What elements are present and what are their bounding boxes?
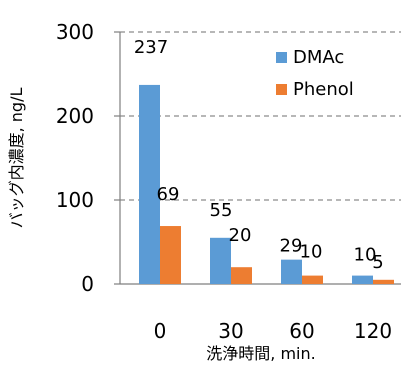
y-tick-label: 0 <box>81 272 94 296</box>
x-tick-label: 120 <box>354 319 392 343</box>
data-label-phenol-0: 69 <box>157 184 180 205</box>
y-tick-label: 300 <box>56 20 94 44</box>
bar-phenol-0 <box>160 226 181 284</box>
x-tick-label: 0 <box>154 319 167 343</box>
legend-swatch-phenol <box>276 84 287 95</box>
tick-labels: 0 100 200 300 0 30 60 120 <box>56 20 392 343</box>
data-label-dmac-120: 10 <box>354 245 377 266</box>
data-label-dmac-0: 237 <box>134 37 168 58</box>
data-label-phenol-60: 10 <box>300 242 323 263</box>
data-label-phenol-30: 20 <box>229 225 252 246</box>
y-tick-label: 200 <box>56 104 94 128</box>
bar-dmac-30 <box>210 237 231 284</box>
x-tick-label: 60 <box>289 319 314 343</box>
x-axis-title: 洗浄時間, min. <box>206 344 315 363</box>
legend: DMAc Phenol <box>276 47 354 100</box>
data-label-phenol-120: 5 <box>372 252 383 273</box>
grid-lines <box>120 31 401 201</box>
bar-dmac-60 <box>281 259 302 284</box>
data-label-dmac-30: 55 <box>210 200 233 221</box>
y-tick-label: 100 <box>56 188 94 212</box>
y-axis-title: バッグ内濃度, ng/L <box>7 88 26 229</box>
legend-label-dmac: DMAc <box>293 47 344 68</box>
legend-label-phenol: Phenol <box>293 79 354 100</box>
legend-swatch-dmac <box>276 52 287 63</box>
bar-phenol-60 <box>302 275 323 284</box>
data-label-dmac-60: 29 <box>280 236 303 257</box>
bar-phenol-120 <box>373 279 394 284</box>
bar-phenol-30 <box>231 267 252 284</box>
bar-dmac-0 <box>139 84 160 284</box>
bar-dmac-120 <box>352 275 373 284</box>
x-tick-label: 30 <box>218 319 243 343</box>
bars <box>139 84 394 284</box>
